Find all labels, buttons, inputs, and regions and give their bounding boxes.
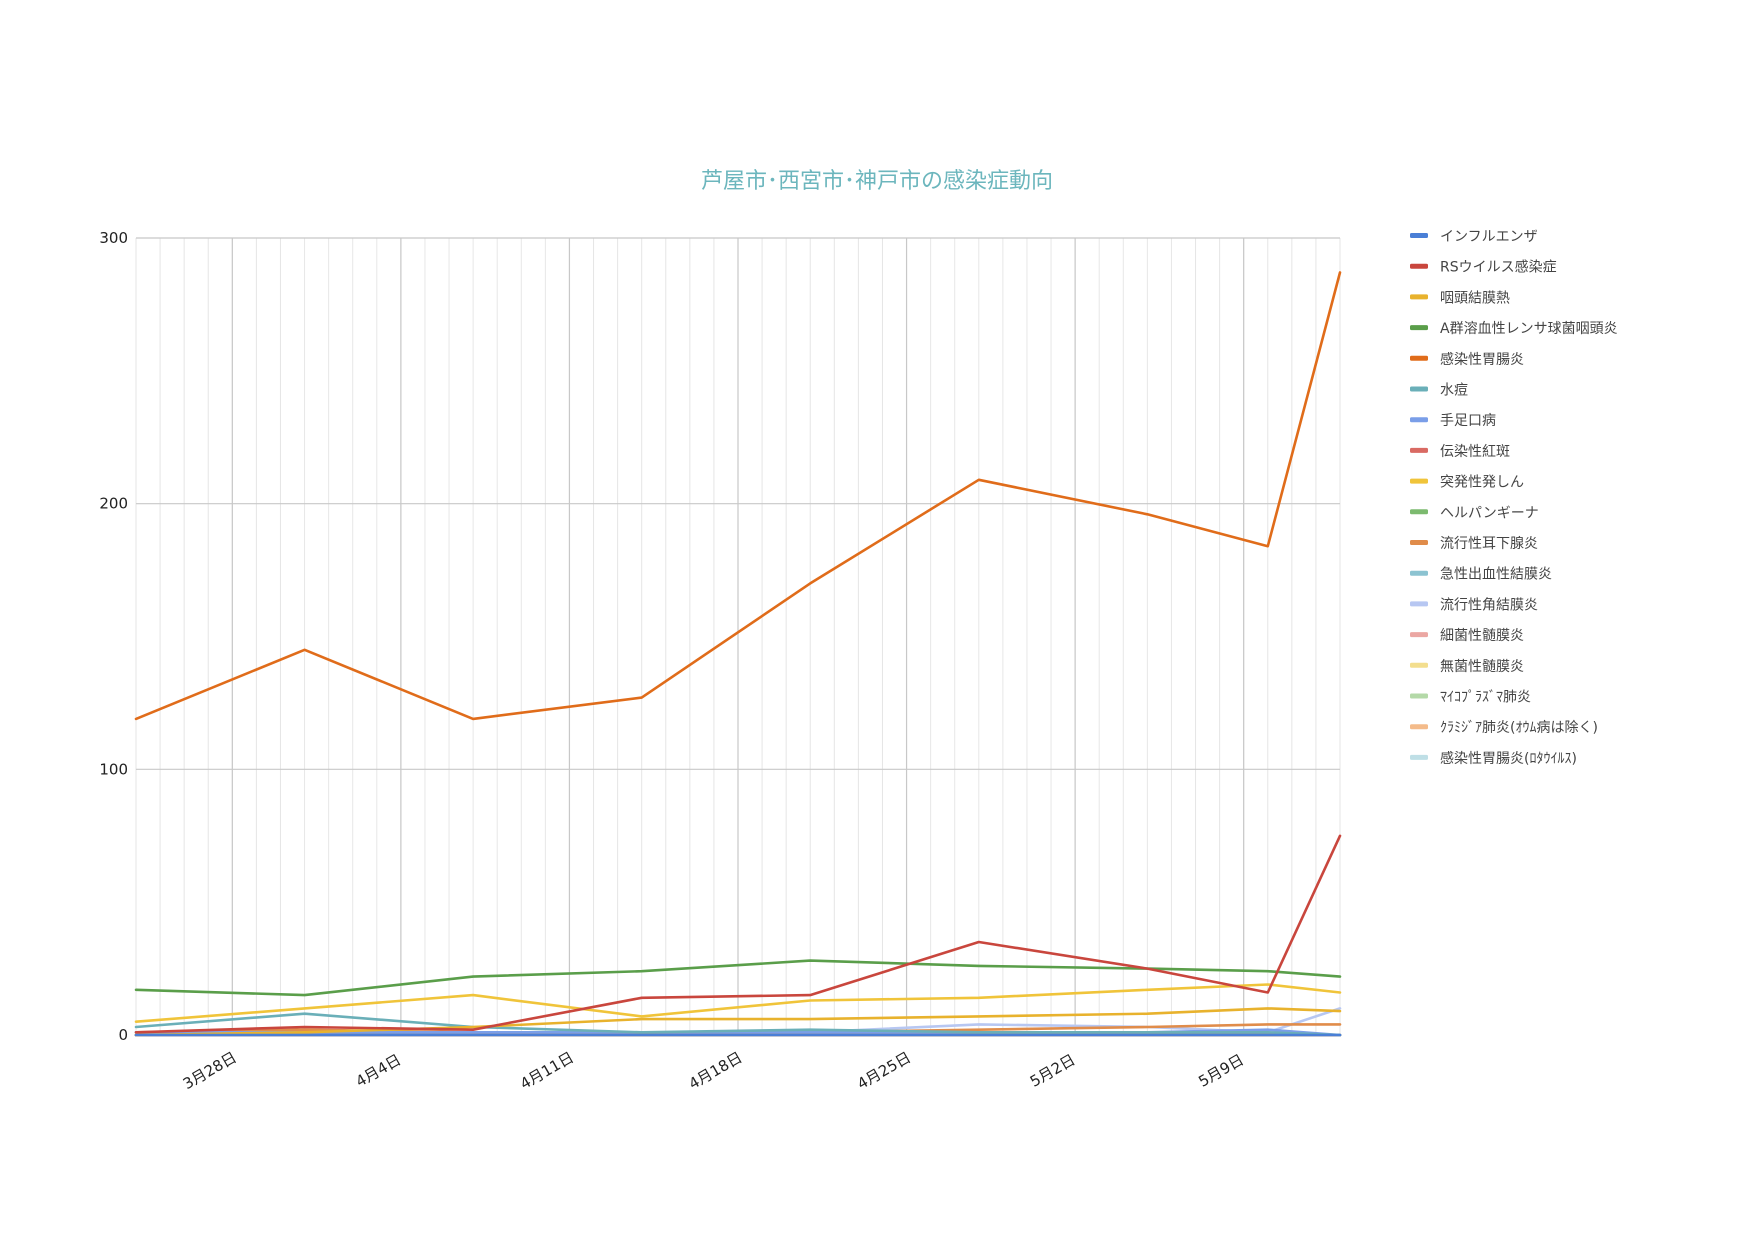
legend-label: 伝染性紅斑 <box>1440 444 1510 460</box>
legend-swatch <box>1410 601 1428 607</box>
series-line <box>134 1007 1342 1037</box>
legend-label: 急性出血性結膜炎 <box>1440 567 1552 583</box>
legend-label: 咽頭結膜熱 <box>1440 290 1510 306</box>
legend-swatch <box>1410 386 1428 392</box>
legend-label: 細菌性髄膜炎 <box>1440 628 1524 644</box>
x-tick-label: 5月2日 <box>1027 1051 1079 1091</box>
legend-label: 無菌性髄膜炎 <box>1440 659 1524 675</box>
x-tick-label: 4月4日 <box>353 1051 405 1091</box>
legend-swatch <box>1410 447 1428 453</box>
legend-swatch <box>1410 294 1428 300</box>
y-tick-label: 300 <box>99 229 128 247</box>
legend-label: 感染性胃腸炎 <box>1440 351 1524 368</box>
series-line <box>134 983 1342 1024</box>
legend-swatch <box>1410 724 1428 730</box>
x-tick-label: 3月28日 <box>180 1048 240 1093</box>
x-tick-label: 4月11日 <box>517 1048 577 1093</box>
series-line <box>134 1012 1342 1037</box>
legend-swatch <box>1410 754 1428 760</box>
legend-swatch <box>1410 693 1428 699</box>
chart-title: 芦屋市･西宮市･神戸市の感染症動向 <box>701 169 1053 194</box>
legend-swatch <box>1410 540 1428 545</box>
legend-swatch <box>1410 662 1428 668</box>
y-tick-label: 0 <box>118 1026 128 1044</box>
legend-swatch <box>1410 632 1428 638</box>
x-axis: 3月28日 4月4日 4月11日 4月18日 4月25日 5月2日 5月9日 <box>180 1048 1247 1093</box>
grid <box>135 237 1341 1036</box>
y-tick-label: 200 <box>99 495 128 513</box>
legend-swatch <box>1410 570 1428 576</box>
legend-label: ｸﾗﾐｼﾞｱ肺炎(ｵｳﾑ病は除く) <box>1440 720 1598 736</box>
series-lines <box>134 271 1342 1037</box>
legend-label: 突発性発しん <box>1440 475 1524 491</box>
series-line <box>134 271 1342 721</box>
series-line <box>134 834 1342 1034</box>
legend-label: 手足口病 <box>1440 413 1496 429</box>
legend-label: 水痘 <box>1440 383 1468 399</box>
legend-label: 感染性胃腸炎(ﾛﾀｳｲﾙｽ) <box>1440 750 1577 767</box>
legend-swatch <box>1410 263 1428 269</box>
series-line <box>134 1028 1342 1037</box>
x-tick-label: 4月25日 <box>854 1048 914 1093</box>
legend-swatch <box>1410 325 1428 331</box>
legend-label: インフルエンザ <box>1440 229 1538 245</box>
legend-swatch <box>1410 478 1428 484</box>
legend-label: A群溶血性レンサ球菌咽頭炎 <box>1440 321 1618 337</box>
legend-swatch <box>1410 233 1428 238</box>
series-line <box>134 959 1342 997</box>
legend-swatch <box>1410 417 1428 423</box>
legend-label: 流行性耳下腺炎 <box>1440 536 1538 552</box>
legend-label: RSウイルス感染症 <box>1440 259 1557 276</box>
y-tick-label: 100 <box>99 760 128 778</box>
legend-label: ヘルパンギーナ <box>1440 505 1539 521</box>
legend-swatch <box>1410 509 1428 515</box>
x-tick-label: 5月9日 <box>1195 1051 1247 1091</box>
legend-label: ﾏｲｺﾌﾟﾗｽﾞﾏ肺炎 <box>1440 690 1531 706</box>
x-tick-label: 4月18日 <box>686 1048 746 1093</box>
y-axis: 0 100 200 300 <box>99 229 128 1044</box>
legend-label: 流行性角結膜炎 <box>1440 597 1538 613</box>
legend-swatch <box>1410 355 1428 361</box>
